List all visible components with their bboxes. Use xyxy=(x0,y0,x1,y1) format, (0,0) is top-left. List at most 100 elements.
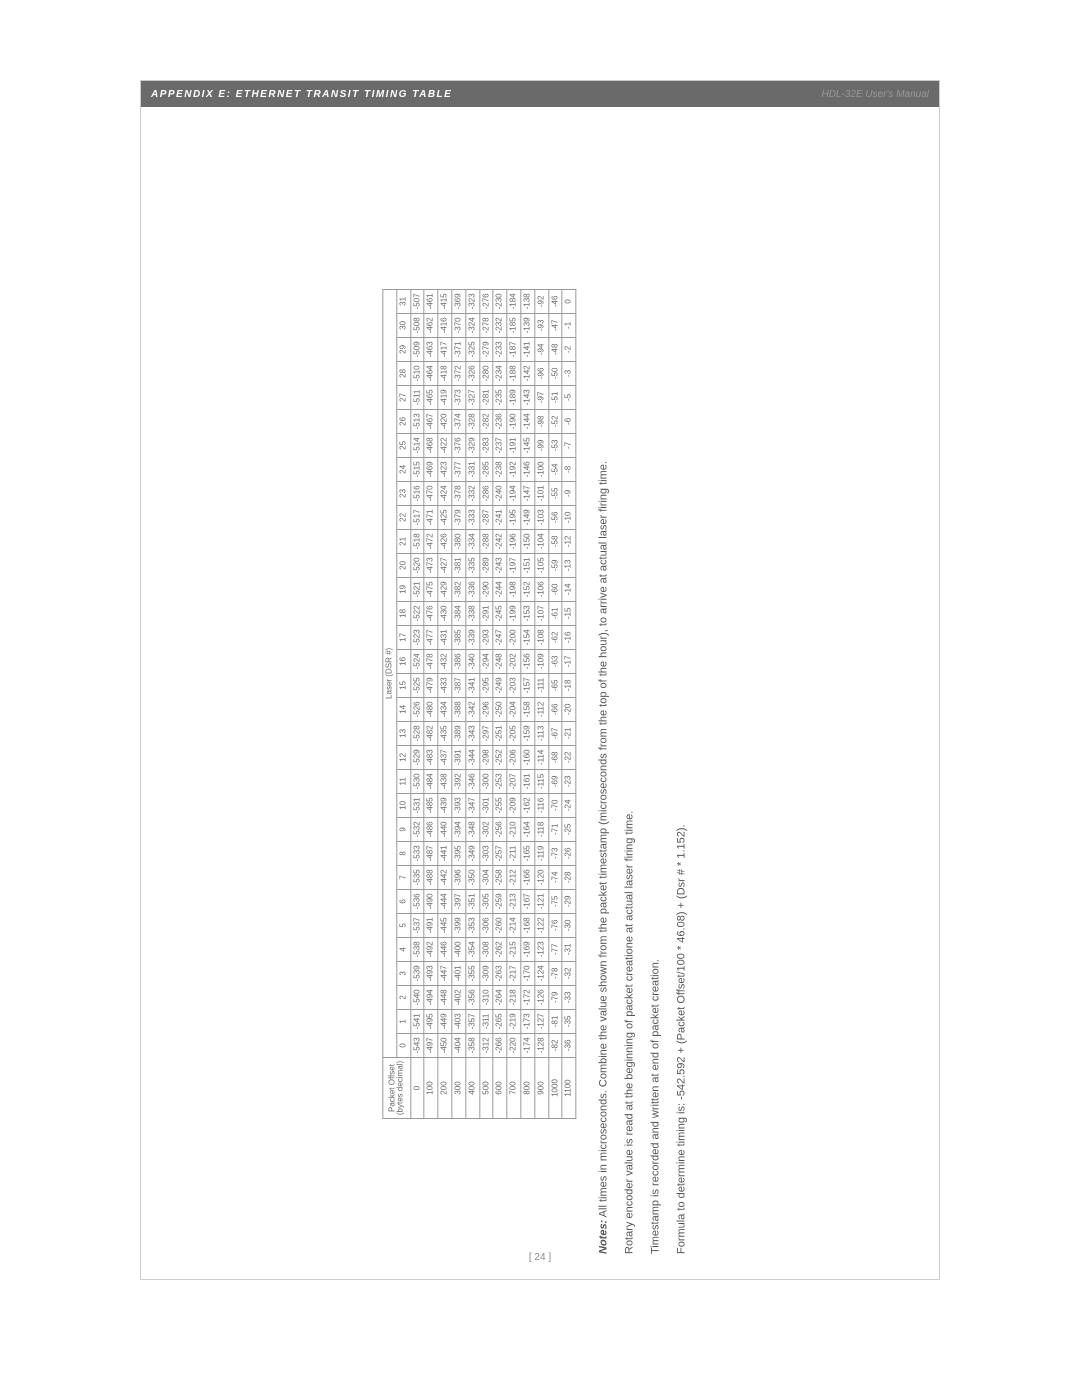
timing-cell: -24 xyxy=(562,793,576,817)
timing-cell: -111 xyxy=(535,673,549,697)
timing-cell: -198 xyxy=(507,577,521,601)
timing-cell: -336 xyxy=(466,577,480,601)
timing-cell: -8 xyxy=(562,457,576,481)
timing-cell: -235 xyxy=(493,385,507,409)
timing-cell: -30 xyxy=(562,913,576,937)
timing-cell: -327 xyxy=(466,385,480,409)
timing-cell: -141 xyxy=(521,337,535,361)
timing-cell: -5 xyxy=(562,385,576,409)
timing-cell: -97 xyxy=(535,385,549,409)
timing-cell: -372 xyxy=(452,361,466,385)
timing-cell: -113 xyxy=(535,721,549,745)
timing-cell: -157 xyxy=(521,673,535,697)
laser-col-header: 11 xyxy=(397,769,411,793)
timing-cell: -2 xyxy=(562,337,576,361)
timing-cell: -200 xyxy=(507,625,521,649)
timing-cell: -511 xyxy=(410,385,424,409)
timing-cell: -251 xyxy=(493,721,507,745)
timing-cell: -166 xyxy=(521,865,535,889)
timing-cell: -252 xyxy=(493,745,507,769)
timing-cell: -351 xyxy=(466,889,480,913)
timing-cell: -77 xyxy=(548,937,562,961)
laser-col-header: 21 xyxy=(397,529,411,553)
timing-cell: -475 xyxy=(424,577,438,601)
timing-cell: -218 xyxy=(507,985,521,1009)
timing-cell: -516 xyxy=(410,481,424,505)
timing-cell: -23 xyxy=(562,769,576,793)
timing-cell: -28 xyxy=(562,865,576,889)
notes-label: Notes: xyxy=(597,1220,609,1254)
timing-cell: -384 xyxy=(452,601,466,625)
timing-cell: -188 xyxy=(507,361,521,385)
timing-cell: -520 xyxy=(410,553,424,577)
timing-cell: -464 xyxy=(424,361,438,385)
timing-cell: -290 xyxy=(479,577,493,601)
timing-cell: -173 xyxy=(521,1009,535,1033)
row-header-line1: Packet Offset xyxy=(387,1064,396,1112)
timing-cell: -192 xyxy=(507,457,521,481)
timing-cell: -303 xyxy=(479,841,493,865)
laser-col-header: 4 xyxy=(397,937,411,961)
timing-cell: -165 xyxy=(521,841,535,865)
timing-cell: -513 xyxy=(410,409,424,433)
timing-cell: -103 xyxy=(535,505,549,529)
timing-cell: -514 xyxy=(410,433,424,457)
timing-cell: -60 xyxy=(548,577,562,601)
timing-cell: -354 xyxy=(466,937,480,961)
row-header-line2: (bytes decimal) xyxy=(396,1061,405,1115)
notes-line-1: Notes: All times in microseconds. Combin… xyxy=(594,154,614,1254)
timing-cell: -107 xyxy=(535,601,549,625)
timing-cell: -449 xyxy=(438,1009,452,1033)
laser-col-header: 25 xyxy=(397,433,411,457)
timing-cell: -289 xyxy=(479,553,493,577)
timing-cell: -295 xyxy=(479,673,493,697)
timing-cell: -450 xyxy=(438,1033,452,1057)
timing-cell: -379 xyxy=(452,505,466,529)
timing-cell: -309 xyxy=(479,961,493,985)
timing-cell: -301 xyxy=(479,793,493,817)
timing-cell: -287 xyxy=(479,505,493,529)
timing-cell: -285 xyxy=(479,457,493,481)
timing-cell: -55 xyxy=(548,481,562,505)
table-row: 200-450-449-448-447-446-445-444-442-441-… xyxy=(438,289,452,1118)
timing-cell: -487 xyxy=(424,841,438,865)
laser-col-header: 24 xyxy=(397,457,411,481)
timing-cell: -195 xyxy=(507,505,521,529)
timing-cell: -439 xyxy=(438,793,452,817)
row-offset-label: 800 xyxy=(521,1057,535,1118)
timing-cell: -433 xyxy=(438,673,452,697)
timing-cell: -244 xyxy=(493,577,507,601)
timing-cell: -52 xyxy=(548,409,562,433)
timing-cell: -212 xyxy=(507,865,521,889)
timing-cell: -100 xyxy=(535,457,549,481)
timing-cell: -423 xyxy=(438,457,452,481)
timing-cell: -255 xyxy=(493,793,507,817)
timing-cell: -71 xyxy=(548,817,562,841)
timing-cell: -334 xyxy=(466,529,480,553)
timing-cell: -429 xyxy=(438,577,452,601)
timing-cell: -174 xyxy=(521,1033,535,1057)
timing-cell: -335 xyxy=(466,553,480,577)
timing-cell: -92 xyxy=(535,289,549,313)
timing-cell: -518 xyxy=(410,529,424,553)
timing-cell: -81 xyxy=(548,1009,562,1033)
table-row: 1100-36-35-33-32-31-30-29-28-26-25-24-23… xyxy=(562,289,576,1118)
timing-cell: -344 xyxy=(466,745,480,769)
timing-cell: -69 xyxy=(548,769,562,793)
timing-cell: -14 xyxy=(562,577,576,601)
page-number: [ 24 ] xyxy=(529,1252,551,1263)
timing-cell: -382 xyxy=(452,577,466,601)
timing-cell: -119 xyxy=(535,841,549,865)
timing-cell: -209 xyxy=(507,793,521,817)
timing-cell: -488 xyxy=(424,865,438,889)
timing-cell: -312 xyxy=(479,1033,493,1057)
timing-cell: -245 xyxy=(493,601,507,625)
timing-cell: 0 xyxy=(562,289,576,313)
timing-cell: -6 xyxy=(562,409,576,433)
timing-cell: -206 xyxy=(507,745,521,769)
timing-cell: -495 xyxy=(424,1009,438,1033)
timing-cell: -331 xyxy=(466,457,480,481)
laser-col-header: 17 xyxy=(397,625,411,649)
timing-cell: -341 xyxy=(466,673,480,697)
timing-cell: -396 xyxy=(452,865,466,889)
